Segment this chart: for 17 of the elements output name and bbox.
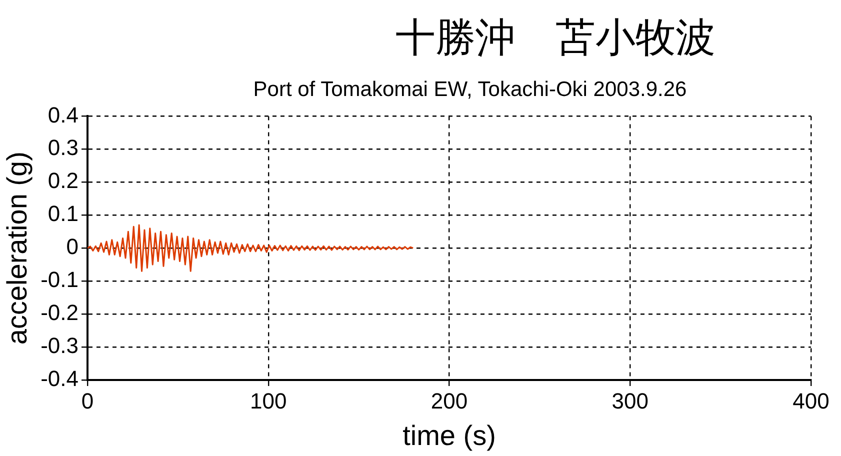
- y-tick-label: 0.4: [48, 102, 79, 128]
- chart-title: 十勝沖 苫小牧波: [394, 14, 716, 63]
- x-tick-label: 200: [430, 388, 468, 414]
- y-tick-label: 0: [66, 234, 79, 260]
- y-tick-label: 0.2: [48, 168, 79, 194]
- y-axis-title: acceleration (g): [2, 152, 33, 345]
- x-tick-label: 100: [250, 388, 287, 414]
- chart-subtitle: Port of Tomakomai EW, Tokachi-Oki 2003.9.26: [252, 78, 688, 102]
- x-tick-label: 300: [612, 388, 648, 414]
- y-tick-label: 0.3: [48, 135, 79, 160]
- y-tick-label: -0.3: [40, 333, 79, 358]
- y-tick-label: 0.1: [48, 201, 79, 226]
- y-tick-label: -0.4: [40, 366, 79, 392]
- y-tick-label: -0.1: [40, 267, 79, 292]
- y-tick-label: -0.2: [40, 300, 79, 326]
- x-tick-label: 400: [792, 388, 830, 414]
- x-axis-title: time (s): [402, 420, 496, 451]
